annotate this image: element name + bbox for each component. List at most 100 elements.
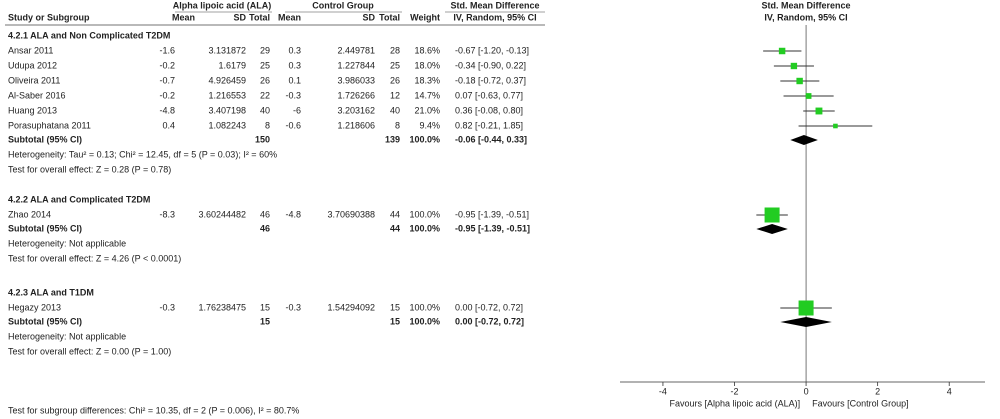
x-tick-label: 0: [804, 386, 809, 396]
effect-square: [790, 62, 798, 70]
cell: 1.218606: [337, 120, 375, 130]
cell: 100.0%: [409, 209, 440, 219]
cell: 2.449781: [337, 45, 375, 55]
study-name: Al-Saber 2016: [8, 90, 66, 100]
cell: -8.3: [159, 209, 175, 219]
cell: 1.216553: [208, 90, 246, 100]
cell: 1.6179: [218, 60, 246, 70]
subgroup-test: Test for subgroup differences: Chi² = 10…: [8, 405, 299, 415]
cell: 46: [260, 209, 270, 219]
cell: 18.3%: [414, 75, 440, 85]
subtotal-diamond: [790, 135, 818, 145]
subgroup-title: 4.2.2 ALA and Complicated T2DM: [8, 194, 150, 204]
cell: -0.3: [159, 302, 175, 312]
column-header: IV, Random, 95% CI: [764, 12, 847, 22]
x-tick-label: 2: [875, 386, 880, 396]
study-name: Oliveira 2011: [8, 75, 60, 85]
subtotal-name: Subtotal (95% CI): [8, 134, 82, 144]
column-header: Mean: [172, 12, 195, 22]
subtotal-name: Subtotal (95% CI): [8, 223, 82, 233]
cell: 1.227844: [337, 60, 375, 70]
cell: 4.926459: [208, 75, 246, 85]
heterogeneity: Heterogeneity: Tau² = 0.13; Chi² = 12.45…: [8, 149, 277, 159]
column-header: Std. Mean Difference: [450, 0, 539, 10]
cell: -0.3: [285, 302, 301, 312]
ci-label: -0.67 [-1.20, -0.13]: [455, 45, 529, 55]
subtotal-ci: -0.06 [-0.44, 0.33]: [455, 134, 527, 144]
overall-effect: Test for overall effect: Z = 0.28 (P = 0…: [8, 164, 171, 174]
favours-right: Favours [Control Group]: [812, 398, 909, 408]
cell: 44: [390, 209, 400, 219]
effect-square: [815, 107, 823, 115]
subgroup-title: 4.2.3 ALA and T1DM: [8, 287, 94, 297]
cell: 3.407198: [208, 105, 246, 115]
x-tick-label: -4: [659, 386, 667, 396]
cell: 0.4: [162, 120, 175, 130]
cell: -4.8: [285, 209, 301, 219]
cell: 26: [390, 75, 400, 85]
subtotal-diamond: [780, 317, 832, 327]
favours-left: Favours [Alpha lipoic acid (ALA)]: [670, 398, 801, 408]
column-header: Mean: [278, 12, 301, 22]
ci-label: -0.34 [-0.90, 0.22]: [455, 60, 526, 70]
cell: 15: [260, 302, 270, 312]
subtotal-cell: 46: [260, 223, 270, 233]
heterogeneity: Heterogeneity: Not applicable: [8, 331, 126, 341]
subtotal-cell: 15: [260, 316, 270, 326]
ci-label: 0.82 [-0.21, 1.85]: [455, 120, 523, 130]
subtotal-cell: 100.0%: [409, 223, 440, 233]
column-header: SD: [362, 12, 375, 22]
effect-square: [805, 93, 812, 99]
ci-label: 0.00 [-0.72, 0.72]: [455, 302, 523, 312]
cell: 28: [390, 45, 400, 55]
column-header: Weight: [410, 12, 440, 22]
ci-label: 0.36 [-0.08, 0.80]: [455, 105, 523, 115]
column-header: Std. Mean Difference: [761, 0, 850, 10]
study-name: Porasuphatana 2011: [8, 120, 91, 130]
study-name: Udupa 2012: [8, 60, 57, 70]
column-header: Alpha lipoic acid (ALA): [173, 0, 272, 10]
subtotal-ci: -0.95 [-1.39, -0.51]: [455, 223, 530, 233]
cell: 21.0%: [414, 105, 440, 115]
cell: -6: [293, 105, 301, 115]
cell: 8: [395, 120, 400, 130]
study-name: Zhao 2014: [8, 209, 51, 219]
ci-label: 0.07 [-0.63, 0.77]: [455, 90, 523, 100]
cell: 29: [260, 45, 270, 55]
column-header: Total: [249, 12, 270, 22]
study-name: Ansar 2011: [8, 45, 53, 55]
study-name: Huang 2013: [8, 105, 57, 115]
subtotal-cell: 139: [385, 134, 400, 144]
cell: 40: [260, 105, 270, 115]
column-header: SD: [233, 12, 246, 22]
column-header: Total: [379, 12, 400, 22]
cell: 15: [390, 302, 400, 312]
study-name: Hegazy 2013: [8, 302, 61, 312]
subtotal-cell: 15: [390, 316, 400, 326]
cell: 1.726266: [337, 90, 375, 100]
cell: 1.76238475: [198, 302, 246, 312]
effect-square: [833, 123, 838, 129]
overall-effect: Test for overall effect: Z = 0.00 (P = 1…: [8, 346, 171, 356]
cell: 3.203162: [337, 105, 375, 115]
cell: 25: [390, 60, 400, 70]
column-header: Control Group: [312, 0, 374, 10]
x-tick-label: 4: [947, 386, 952, 396]
cell: 1.54294092: [327, 302, 375, 312]
ci-label: -0.18 [-0.72, 0.37]: [455, 75, 526, 85]
cell: 0.3: [288, 45, 301, 55]
cell: 0.1: [288, 75, 301, 85]
cell: 18.6%: [414, 45, 440, 55]
cell: -0.7: [159, 75, 175, 85]
heterogeneity: Heterogeneity: Not applicable: [8, 238, 126, 248]
cell: 9.4%: [419, 120, 440, 130]
effect-square: [764, 207, 780, 223]
effect-square: [778, 47, 786, 55]
cell: 3.131872: [208, 45, 246, 55]
cell: 100.0%: [409, 302, 440, 312]
column-header: IV, Random, 95% CI: [453, 12, 536, 22]
cell: 25: [260, 60, 270, 70]
effect-square: [798, 300, 814, 316]
cell: 8: [265, 120, 270, 130]
